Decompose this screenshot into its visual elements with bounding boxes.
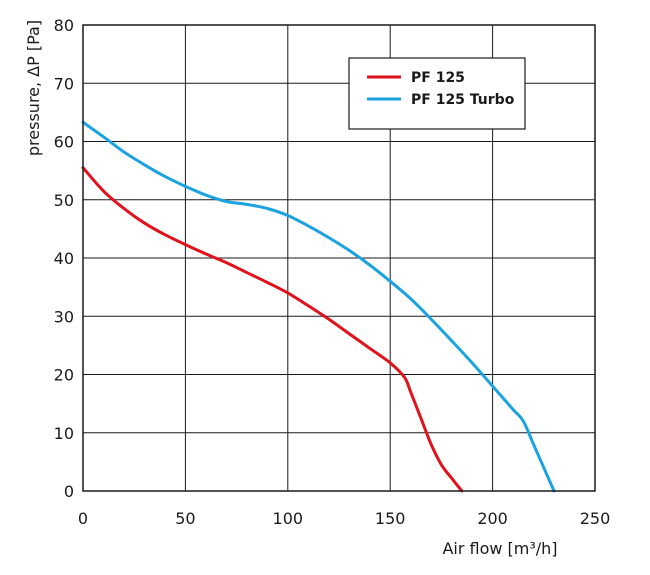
y-tick-label: 20 [54,366,74,385]
plot-frame [82,24,596,492]
y-tick-label: 60 [54,133,74,152]
tick-labels: 0 50 100 150 200 250 0 10 20 30 40 50 60 70 80 [54,16,611,528]
legend-box [348,57,526,130]
y-tick-label: 50 [54,191,74,210]
x-tick-label: 200 [477,509,508,528]
x-tick-label: 0 [78,509,88,528]
legend: PF 125 PF 125 Turbo [348,57,526,130]
y-tick-label: 70 [54,74,74,93]
y-tick-label: 30 [54,307,74,326]
x-tick-label: 100 [273,509,304,528]
x-tick-label: 250 [580,509,611,528]
y-tick-label: 0 [64,482,74,501]
series-line-pf125-turbo [81,120,556,493]
y-tick-label: 80 [54,16,74,35]
y-tick-label: 40 [54,249,74,268]
y-axis-title: pressure, ΔP [Pa] [24,20,43,156]
x-axis-title: Air flow [m³/h] [442,539,557,558]
series-lines [81,120,556,493]
legend-label-pf125-turbo: PF 125 Turbo [411,92,515,108]
series-line-pf125 [81,166,464,493]
legend-label-pf125: PF 125 [411,70,465,86]
x-tick-label: 150 [375,509,406,528]
y-tick-label: 10 [54,424,74,443]
x-tick-label: 50 [175,509,195,528]
